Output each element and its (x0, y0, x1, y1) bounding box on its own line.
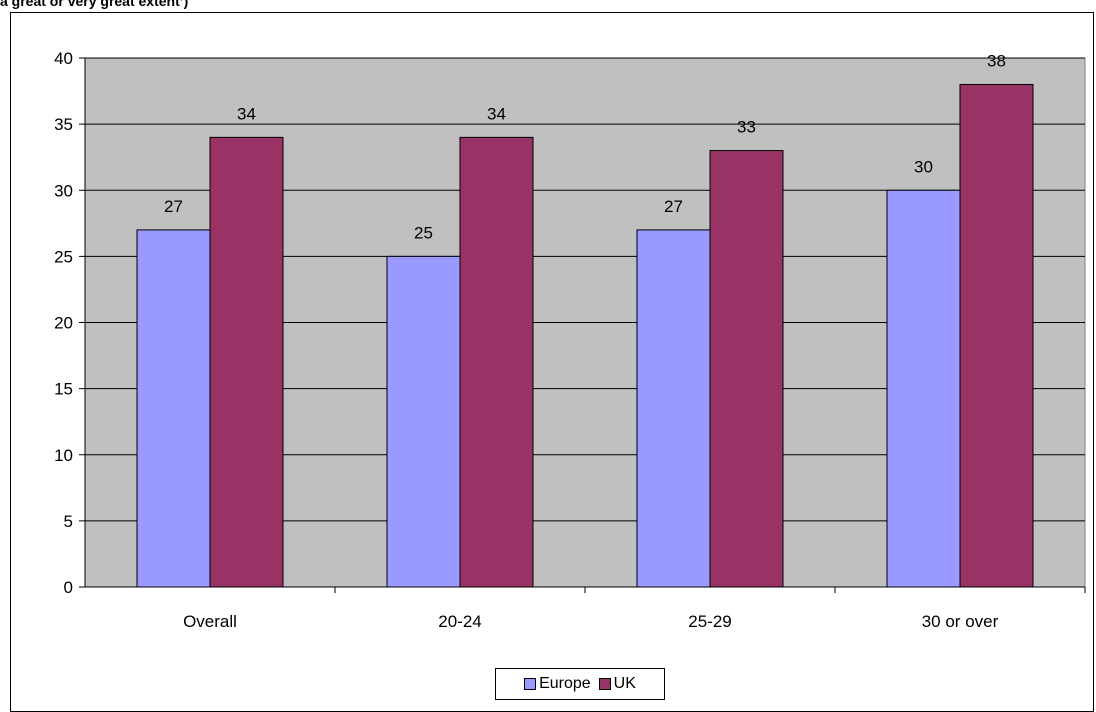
legend-swatch-europe (524, 678, 537, 690)
y-tick-label: 10 (54, 446, 73, 465)
legend: Europe UK (495, 668, 665, 700)
legend-item-europe: Europe (524, 675, 591, 693)
x-category-label: Overall (183, 612, 237, 631)
y-tick-label: 20 (54, 314, 73, 333)
x-category-label: 25-29 (688, 612, 731, 631)
bar-uk-2 (709, 150, 784, 588)
data-label-uk-0: 34 (237, 104, 256, 123)
legend-swatch-uk (598, 678, 611, 690)
x-category-label: 20-24 (438, 612, 481, 631)
bar-europe-3 (886, 189, 961, 588)
legend-label-europe: Europe (539, 675, 591, 692)
data-label-uk-1: 34 (487, 104, 506, 123)
legend-label-uk: UK (613, 675, 636, 692)
data-label-europe-1: 25 (414, 223, 433, 242)
data-label-europe-2: 27 (664, 197, 683, 216)
y-tick-label: 0 (64, 578, 73, 597)
data-label-uk-3: 38 (987, 51, 1006, 70)
data-label-uk-2: 33 (737, 118, 756, 137)
legend-item-uk: UK (598, 675, 636, 693)
bar-europe-1 (386, 255, 461, 588)
data-label-europe-0: 27 (164, 197, 183, 216)
data-label-europe-3: 30 (914, 157, 933, 176)
bar-europe-0 (136, 229, 211, 588)
y-tick-label: 30 (54, 181, 73, 200)
y-tick-label: 35 (54, 115, 73, 134)
y-tick-label: 40 (54, 49, 73, 68)
bar-uk-3 (959, 83, 1034, 588)
chart-title: a great or very great extent’) (0, 0, 189, 9)
bar-europe-2 (636, 229, 711, 588)
y-tick-label: 5 (64, 512, 73, 531)
bar-uk-0 (209, 136, 284, 588)
y-tick-label: 15 (54, 380, 73, 399)
bar-uk-1 (459, 136, 534, 588)
y-tick-label: 25 (54, 247, 73, 266)
x-category-label: 30 or over (922, 612, 999, 631)
